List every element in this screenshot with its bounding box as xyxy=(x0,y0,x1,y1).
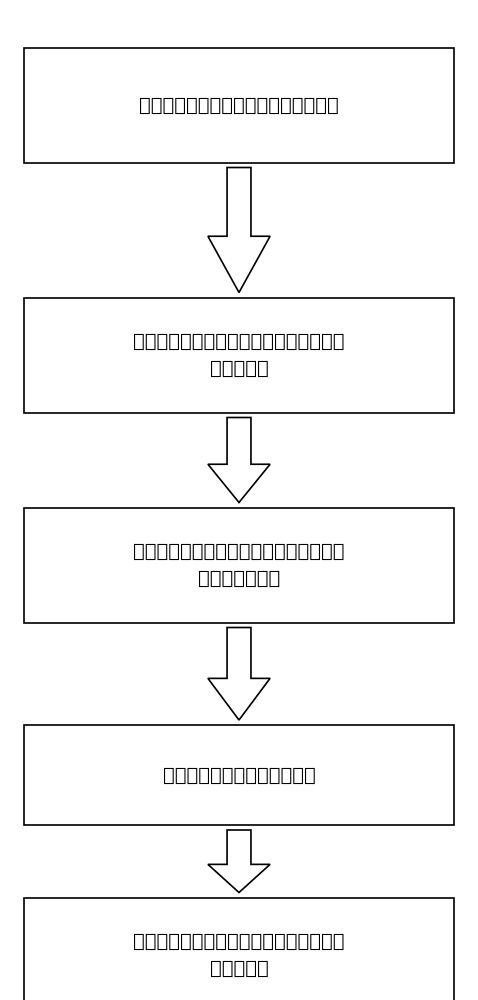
Text: 对磁化曲线进行拟合，得到磁性纳米粒子
的粒径分布: 对磁化曲线进行拟合，得到磁性纳米粒子 的粒径分布 xyxy=(133,932,345,978)
Polygon shape xyxy=(208,628,270,720)
FancyBboxPatch shape xyxy=(24,47,454,162)
Text: 将磁性纳米粒子样品放置在实验装置上: 将磁性纳米粒子样品放置在实验装置上 xyxy=(139,96,339,114)
FancyBboxPatch shape xyxy=(24,298,454,412)
Polygon shape xyxy=(208,830,270,892)
Text: 向磁性纳米粒子样品所在的区域施加三角
波激励磁场: 向磁性纳米粒子样品所在的区域施加三角 波激励磁场 xyxy=(133,332,345,378)
FancyBboxPatch shape xyxy=(24,898,454,1000)
FancyBboxPatch shape xyxy=(24,725,454,825)
Polygon shape xyxy=(208,418,270,502)
FancyBboxPatch shape xyxy=(24,508,454,622)
Text: 同时测量三角波激励磁场和磁性纳米粒子
样品的磁化强度: 同时测量三角波激励磁场和磁性纳米粒子 样品的磁化强度 xyxy=(133,542,345,588)
Text: 获得磁性纳米粒子的磁化曲线: 获得磁性纳米粒子的磁化曲线 xyxy=(163,766,315,784)
Polygon shape xyxy=(208,167,270,292)
